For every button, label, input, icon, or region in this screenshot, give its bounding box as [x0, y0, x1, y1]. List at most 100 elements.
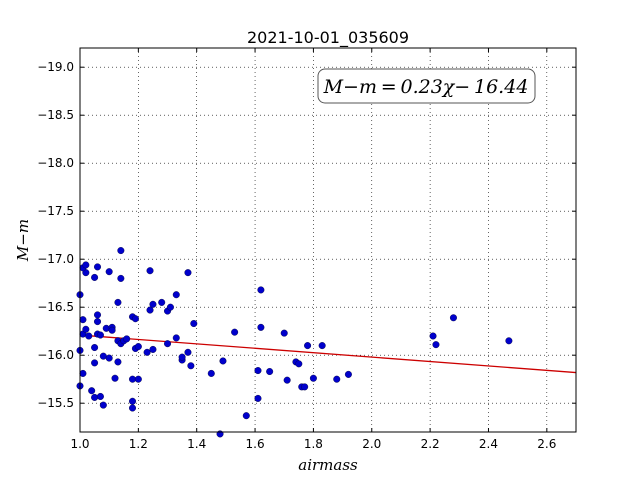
fit-annotation: M−m = 0.23χ− 16.44	[317, 68, 536, 104]
data-point	[146, 267, 154, 275]
data-point	[280, 329, 288, 337]
data-point	[187, 362, 195, 370]
plot-area	[80, 48, 576, 432]
data-point	[219, 357, 227, 365]
data-point	[91, 344, 99, 352]
data-point	[231, 328, 239, 336]
data-point	[266, 368, 274, 376]
y-tick-label: −16.0	[37, 348, 74, 362]
data-point	[117, 247, 125, 255]
data-point	[105, 268, 113, 276]
x-tick-label: 2.2	[421, 437, 440, 451]
axis-ticks: 1.0 1.2 1.4 1.6 1.8 2.0 2.2 2.4 2.6 −15.5 −16.0 −16…	[37, 48, 576, 451]
data-point	[123, 335, 131, 343]
data-point	[88, 387, 96, 395]
x-tick-label: 1.4	[187, 437, 206, 451]
data-point	[333, 375, 341, 383]
y-tick-label: −18.0	[37, 156, 74, 170]
data-point	[143, 348, 151, 356]
data-point	[85, 332, 93, 340]
y-tick-label: −19.0	[37, 60, 74, 74]
data-point	[505, 337, 513, 345]
data-point	[254, 367, 262, 375]
data-point	[114, 358, 122, 366]
data-point	[344, 370, 352, 378]
x-tick-label: 1.6	[246, 437, 265, 451]
data-point	[283, 376, 291, 384]
data-point	[105, 354, 113, 362]
y-tick-label: −17.0	[37, 252, 74, 266]
annotation-text: M−m = 0.23χ− 16.44	[323, 76, 529, 98]
data-point	[257, 323, 265, 331]
y-tick-label: −18.5	[37, 108, 74, 122]
data-point	[102, 324, 110, 332]
data-point	[257, 286, 265, 294]
x-tick-label: 1.2	[129, 437, 148, 451]
data-point	[91, 393, 99, 401]
data-point	[79, 369, 87, 377]
data-point	[96, 331, 104, 339]
data-point	[99, 401, 107, 409]
data-point	[190, 320, 198, 328]
x-tick-label: 2.0	[362, 437, 381, 451]
x-tick-label: 1.0	[70, 437, 89, 451]
data-point	[318, 342, 326, 350]
data-point	[149, 345, 157, 353]
data-point	[91, 359, 99, 367]
data-point	[114, 298, 122, 306]
data-point	[82, 261, 90, 269]
y-tick-label: −15.5	[37, 396, 74, 410]
chart-title: 2021-10-01_035609	[247, 28, 409, 48]
data-point	[129, 375, 137, 383]
data-point	[178, 353, 186, 361]
data-point	[295, 360, 303, 368]
data-point	[166, 303, 174, 311]
x-axis-label: airmass	[298, 456, 358, 474]
data-point	[129, 404, 137, 412]
data-point	[82, 325, 90, 333]
x-tick-label: 2.6	[537, 437, 556, 451]
annotation-box	[317, 68, 536, 104]
data-point	[164, 340, 172, 348]
data-point	[94, 318, 102, 326]
scatter-points	[76, 247, 513, 438]
data-point	[254, 394, 262, 402]
y-axis-label: M−m	[14, 219, 32, 262]
data-point	[184, 269, 192, 277]
data-point	[134, 343, 142, 351]
data-point	[207, 369, 215, 377]
fit-line-layer	[79, 334, 577, 374]
data-point	[184, 348, 192, 356]
data-point	[129, 397, 137, 405]
fit-line	[79, 334, 577, 374]
data-point	[131, 315, 139, 323]
data-point	[301, 383, 309, 391]
data-point	[429, 332, 437, 340]
data-point	[96, 392, 104, 400]
x-tick-label: 2.4	[479, 437, 498, 451]
grid	[79, 48, 576, 432]
data-point	[172, 291, 180, 299]
data-point	[149, 300, 157, 308]
data-point	[242, 412, 250, 420]
data-point	[304, 342, 312, 350]
data-point	[108, 326, 116, 334]
data-point	[158, 298, 166, 306]
y-tick-label: −16.5	[37, 300, 74, 314]
data-point	[79, 316, 87, 324]
data-point	[91, 273, 99, 281]
x-tick-label: 1.8	[304, 437, 323, 451]
data-point	[94, 263, 102, 271]
data-point	[449, 314, 457, 322]
data-point	[94, 311, 102, 319]
data-point	[172, 334, 180, 342]
data-point	[146, 306, 154, 314]
plot-frame	[79, 47, 577, 433]
y-tick-label: −17.5	[37, 204, 74, 218]
data-point	[432, 341, 440, 349]
data-point	[134, 375, 142, 383]
data-point	[309, 374, 317, 382]
data-point	[117, 274, 125, 282]
data-point	[111, 374, 119, 382]
